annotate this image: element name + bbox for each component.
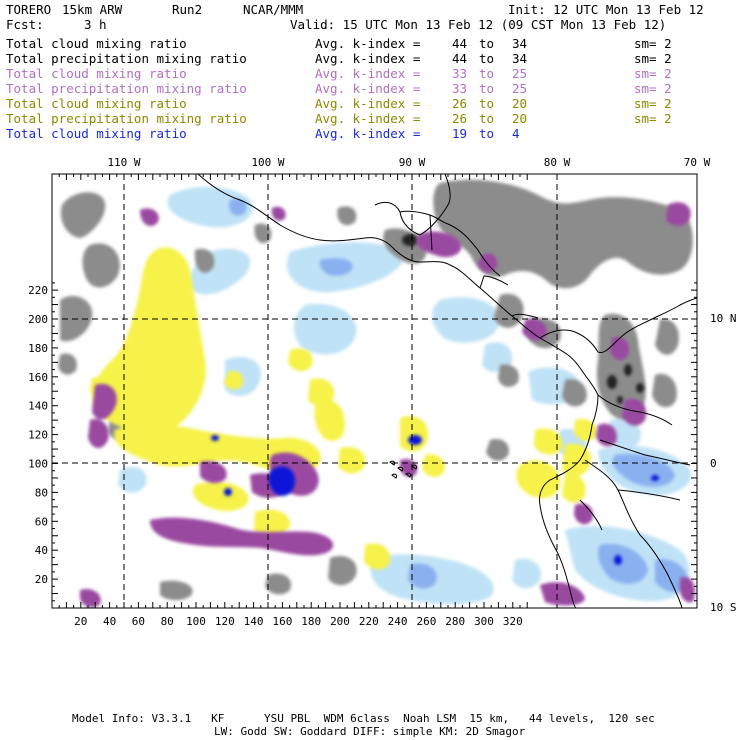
y-tick-label: 80 [35, 486, 48, 499]
forecast-label: Fcst: [6, 17, 44, 32]
legend-avg-label: Avg. k-index = [315, 126, 421, 141]
y-tick-label: 60 [35, 515, 48, 528]
legend-k-to: 4 [512, 126, 520, 141]
legend-to: to [479, 111, 495, 126]
legend-to: to [479, 36, 495, 51]
x-tick-label: 120 [215, 615, 235, 628]
legend-k-from: 33 [452, 66, 468, 81]
longitude-label: 100 W [251, 156, 284, 169]
x-tick-label: 60 [132, 615, 145, 628]
legend-field: Total cloud mixing ratio [6, 96, 187, 111]
center-label: NCAR/MMM [243, 2, 304, 17]
longitude-label: 90 W [399, 156, 426, 169]
axis-labels: 20 40 60 80 100 120 140 160 180 200 220 240 260 280 30… [28, 156, 736, 628]
x-tick-label: 160 [272, 615, 292, 628]
legend-k-from: 19 [452, 126, 468, 141]
legend-k-from: 44 [452, 36, 468, 51]
model-name: TORERO [6, 2, 52, 17]
x-tick-label: 20 [74, 615, 87, 628]
legend-k-to: 25 [512, 81, 528, 96]
legend-to: to [479, 96, 495, 111]
legend-field: Total cloud mixing ratio [6, 126, 187, 141]
x-tick-label: 300 [474, 615, 494, 628]
longitude-label: 80 W [544, 156, 571, 169]
legend-k-to: 34 [512, 51, 528, 66]
legend-k-to: 20 [512, 111, 528, 126]
x-tick-label: 320 [503, 615, 523, 628]
footer-physics-info: LW: Godd SW: Goddard DIFF: simple KM: 2D… [214, 725, 526, 738]
legend-avg-label: Avg. k-index = [315, 111, 421, 126]
legend-k-from: 26 [452, 96, 468, 111]
legend-smoothing: sm= 2 [634, 81, 672, 96]
y-tick-label: 160 [28, 371, 48, 384]
x-tick-label: 200 [330, 615, 350, 628]
x-tick-label: 80 [161, 615, 174, 628]
run-label: Run2 [172, 2, 203, 17]
y-tick-label: 120 [28, 429, 48, 442]
forecast-hours: 3 h [84, 17, 107, 32]
legend-smoothing: sm= 2 [634, 111, 672, 126]
y-tick-label: 180 [28, 342, 48, 355]
legend-k-from: 44 [452, 51, 468, 66]
x-tick-label: 140 [244, 615, 264, 628]
legend-smoothing: sm= 2 [634, 36, 672, 51]
latitude-label: 0 [710, 457, 717, 470]
y-tick-label: 40 [35, 544, 48, 557]
legend-avg-label: Avg. k-index = [315, 36, 421, 51]
legend-to: to [479, 126, 495, 141]
x-tick-label: 280 [445, 615, 465, 628]
axis-ticks [52, 174, 697, 608]
legend-avg-label: Avg. k-index = [315, 51, 421, 66]
legend-avg-label: Avg. k-index = [315, 66, 421, 81]
legend-to: to [479, 66, 495, 81]
footer-model-info: Model Info: V3.3.1 KF YSU PBL WDM 6class… [72, 712, 655, 725]
x-tick-label: 260 [416, 615, 436, 628]
latitude-label: 10 N [710, 312, 737, 325]
y-tick-label: 20 [35, 573, 48, 586]
x-tick-label: 100 [186, 615, 206, 628]
y-tick-label: 220 [28, 284, 48, 297]
legend-avg-label: Avg. k-index = [315, 81, 421, 96]
y-tick-label: 140 [28, 400, 48, 413]
x-tick-label: 40 [103, 615, 116, 628]
legend-field: Total cloud mixing ratio [6, 66, 187, 81]
legend-smoothing: sm= 2 [634, 51, 672, 66]
yellow-cloud-fields [90, 247, 597, 570]
legend-k-to: 20 [512, 96, 528, 111]
legend-k-from: 26 [452, 111, 468, 126]
valid-time: Valid: 15 UTC Mon 13 Feb 12 (09 CST Mon … [290, 17, 667, 32]
x-tick-label: 220 [359, 615, 379, 628]
y-tick-label: 200 [28, 313, 48, 326]
legend-k-to: 25 [512, 66, 528, 81]
x-tick-label: 240 [388, 615, 408, 628]
legend-avg-label: Avg. k-index = [315, 96, 421, 111]
model-resolution: 15km ARW [62, 2, 123, 17]
legend-k-to: 34 [512, 36, 528, 51]
y-tick-label: 100 [28, 458, 48, 471]
legend-to: to [479, 81, 495, 96]
legend-field: Total precipitation mixing ratio [6, 111, 247, 126]
legend-k-from: 33 [452, 81, 468, 96]
legend-to: to [479, 51, 495, 66]
longitude-label: 70 W [684, 156, 711, 169]
longitude-label: 110 W [107, 156, 140, 169]
legend-field: Total precipitation mixing ratio [6, 81, 247, 96]
lat-lon-grid [52, 174, 697, 608]
coastlines [197, 174, 697, 608]
init-time: Init: 12 UTC Mon 13 Feb 12 [508, 2, 704, 17]
legend-field: Total cloud mixing ratio [6, 36, 187, 51]
legend-smoothing: sm= 2 [634, 66, 672, 81]
legend-smoothing: sm= 2 [634, 96, 672, 111]
legend-field: Total precipitation mixing ratio [6, 51, 247, 66]
dark-cloud-peaks [402, 234, 644, 404]
latitude-label: 10 S [710, 601, 737, 614]
x-tick-label: 180 [301, 615, 321, 628]
